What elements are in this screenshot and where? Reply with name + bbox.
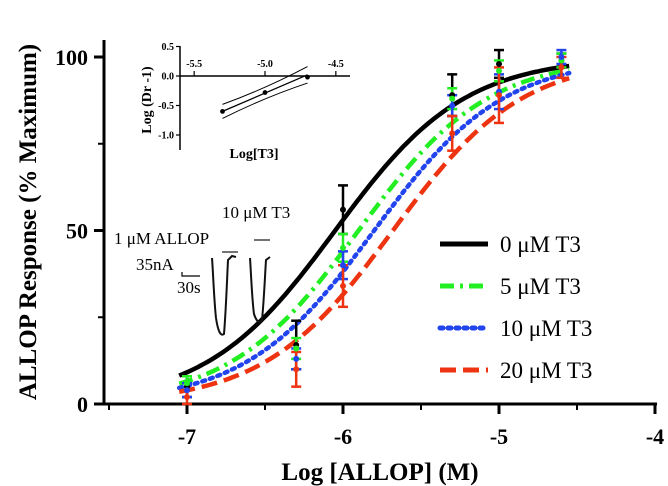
x-tick-label: -6	[334, 424, 352, 449]
y-tick-label: 100	[55, 45, 88, 70]
fit-curve-3	[178, 76, 570, 395]
inset-x-tick-label: -4.5	[328, 59, 344, 70]
inset-point	[262, 90, 268, 95]
legend-label: 0 μM T3	[500, 232, 581, 257]
inset-y-tick-label: 0.5	[162, 42, 175, 53]
legend-label: 10 μM T3	[500, 316, 592, 341]
time-scale-label: 30s	[177, 278, 201, 297]
legend-label: 20 μM T3	[500, 358, 592, 383]
inset-y-tick-label: -1.0	[158, 131, 174, 142]
scale-bar	[181, 272, 200, 277]
inset-confidence-lower	[222, 82, 308, 119]
data-point	[496, 67, 502, 74]
data-points	[184, 54, 565, 401]
data-point	[449, 130, 456, 137]
inset-point	[305, 74, 310, 80]
data-point	[184, 387, 190, 394]
x-axis-title: Log [ALLOP] (M)	[281, 459, 478, 486]
data-point	[340, 206, 346, 213]
y-tick-label: 0	[77, 392, 88, 417]
allop-current-trace	[211, 254, 237, 336]
t3-application-label: 10 μM T3	[222, 203, 290, 222]
inset-x-axis-title: Log[T3]	[230, 147, 279, 162]
data-point	[184, 380, 190, 387]
y-axis-title: ALLOP Response (% Maximum)	[15, 44, 42, 400]
legend-label: 5 μM T3	[500, 274, 581, 299]
data-point	[293, 366, 300, 373]
inset-y-tick-label: 0.0	[162, 72, 175, 83]
inset-x-tick-label: -5.0	[257, 59, 273, 70]
x-ticks: -7 -6 -5 -4	[108, 404, 664, 449]
main-axes	[102, 40, 657, 406]
current-trace-annotation: 1 μM ALLOP 10 μM T3 35nA 30s	[114, 203, 290, 336]
fitted-curves	[176, 63, 572, 395]
x-tick-label: -5	[490, 424, 508, 449]
inset-x-ticks: -5.5 -5.0 -4.5	[186, 59, 344, 76]
fit-curve-1	[178, 67, 570, 386]
x-tick-label: -7	[178, 424, 196, 449]
data-point	[449, 102, 456, 109]
current-scale-label: 35nA	[136, 255, 175, 274]
inset-x-tick-label: -5.5	[186, 59, 202, 70]
inset-confidence-upper	[222, 66, 308, 105]
allop-application-label: 1 μM ALLOP	[114, 229, 209, 248]
data-point	[449, 95, 456, 102]
data-point	[293, 345, 300, 352]
data-point	[340, 262, 346, 269]
fit-curve-2	[176, 70, 572, 391]
data-point	[558, 64, 565, 71]
data-point	[184, 394, 190, 401]
inset-points	[220, 74, 310, 114]
data-point	[496, 92, 502, 99]
y-tick-label: 50	[66, 219, 88, 244]
x-tick-label: -4	[646, 424, 664, 449]
inset-y-ticks: 0.5 0.0 -0.5 -1.0	[158, 42, 180, 142]
data-point	[558, 54, 565, 60]
data-point	[496, 60, 502, 67]
inset-y-tick-label: -0.5	[158, 101, 174, 112]
fit-curve-0	[178, 63, 570, 378]
inset-y-axis-title: Log (Dr -1)	[140, 66, 155, 134]
data-point	[340, 283, 346, 290]
t3-current-trace	[249, 256, 271, 323]
data-point	[340, 244, 346, 251]
inset-schild-plot: -5.5 -5.0 -4.5 0.5 0.0 -0.5 -1.0 Log[T3] Log …	[140, 42, 350, 162]
inset-point	[220, 109, 225, 114]
legend: 0 μM T3 5 μM T3 10 μM T3 20 μM T3	[437, 232, 592, 383]
y-ticks: 0 50 100	[55, 45, 104, 417]
data-point	[293, 355, 300, 362]
